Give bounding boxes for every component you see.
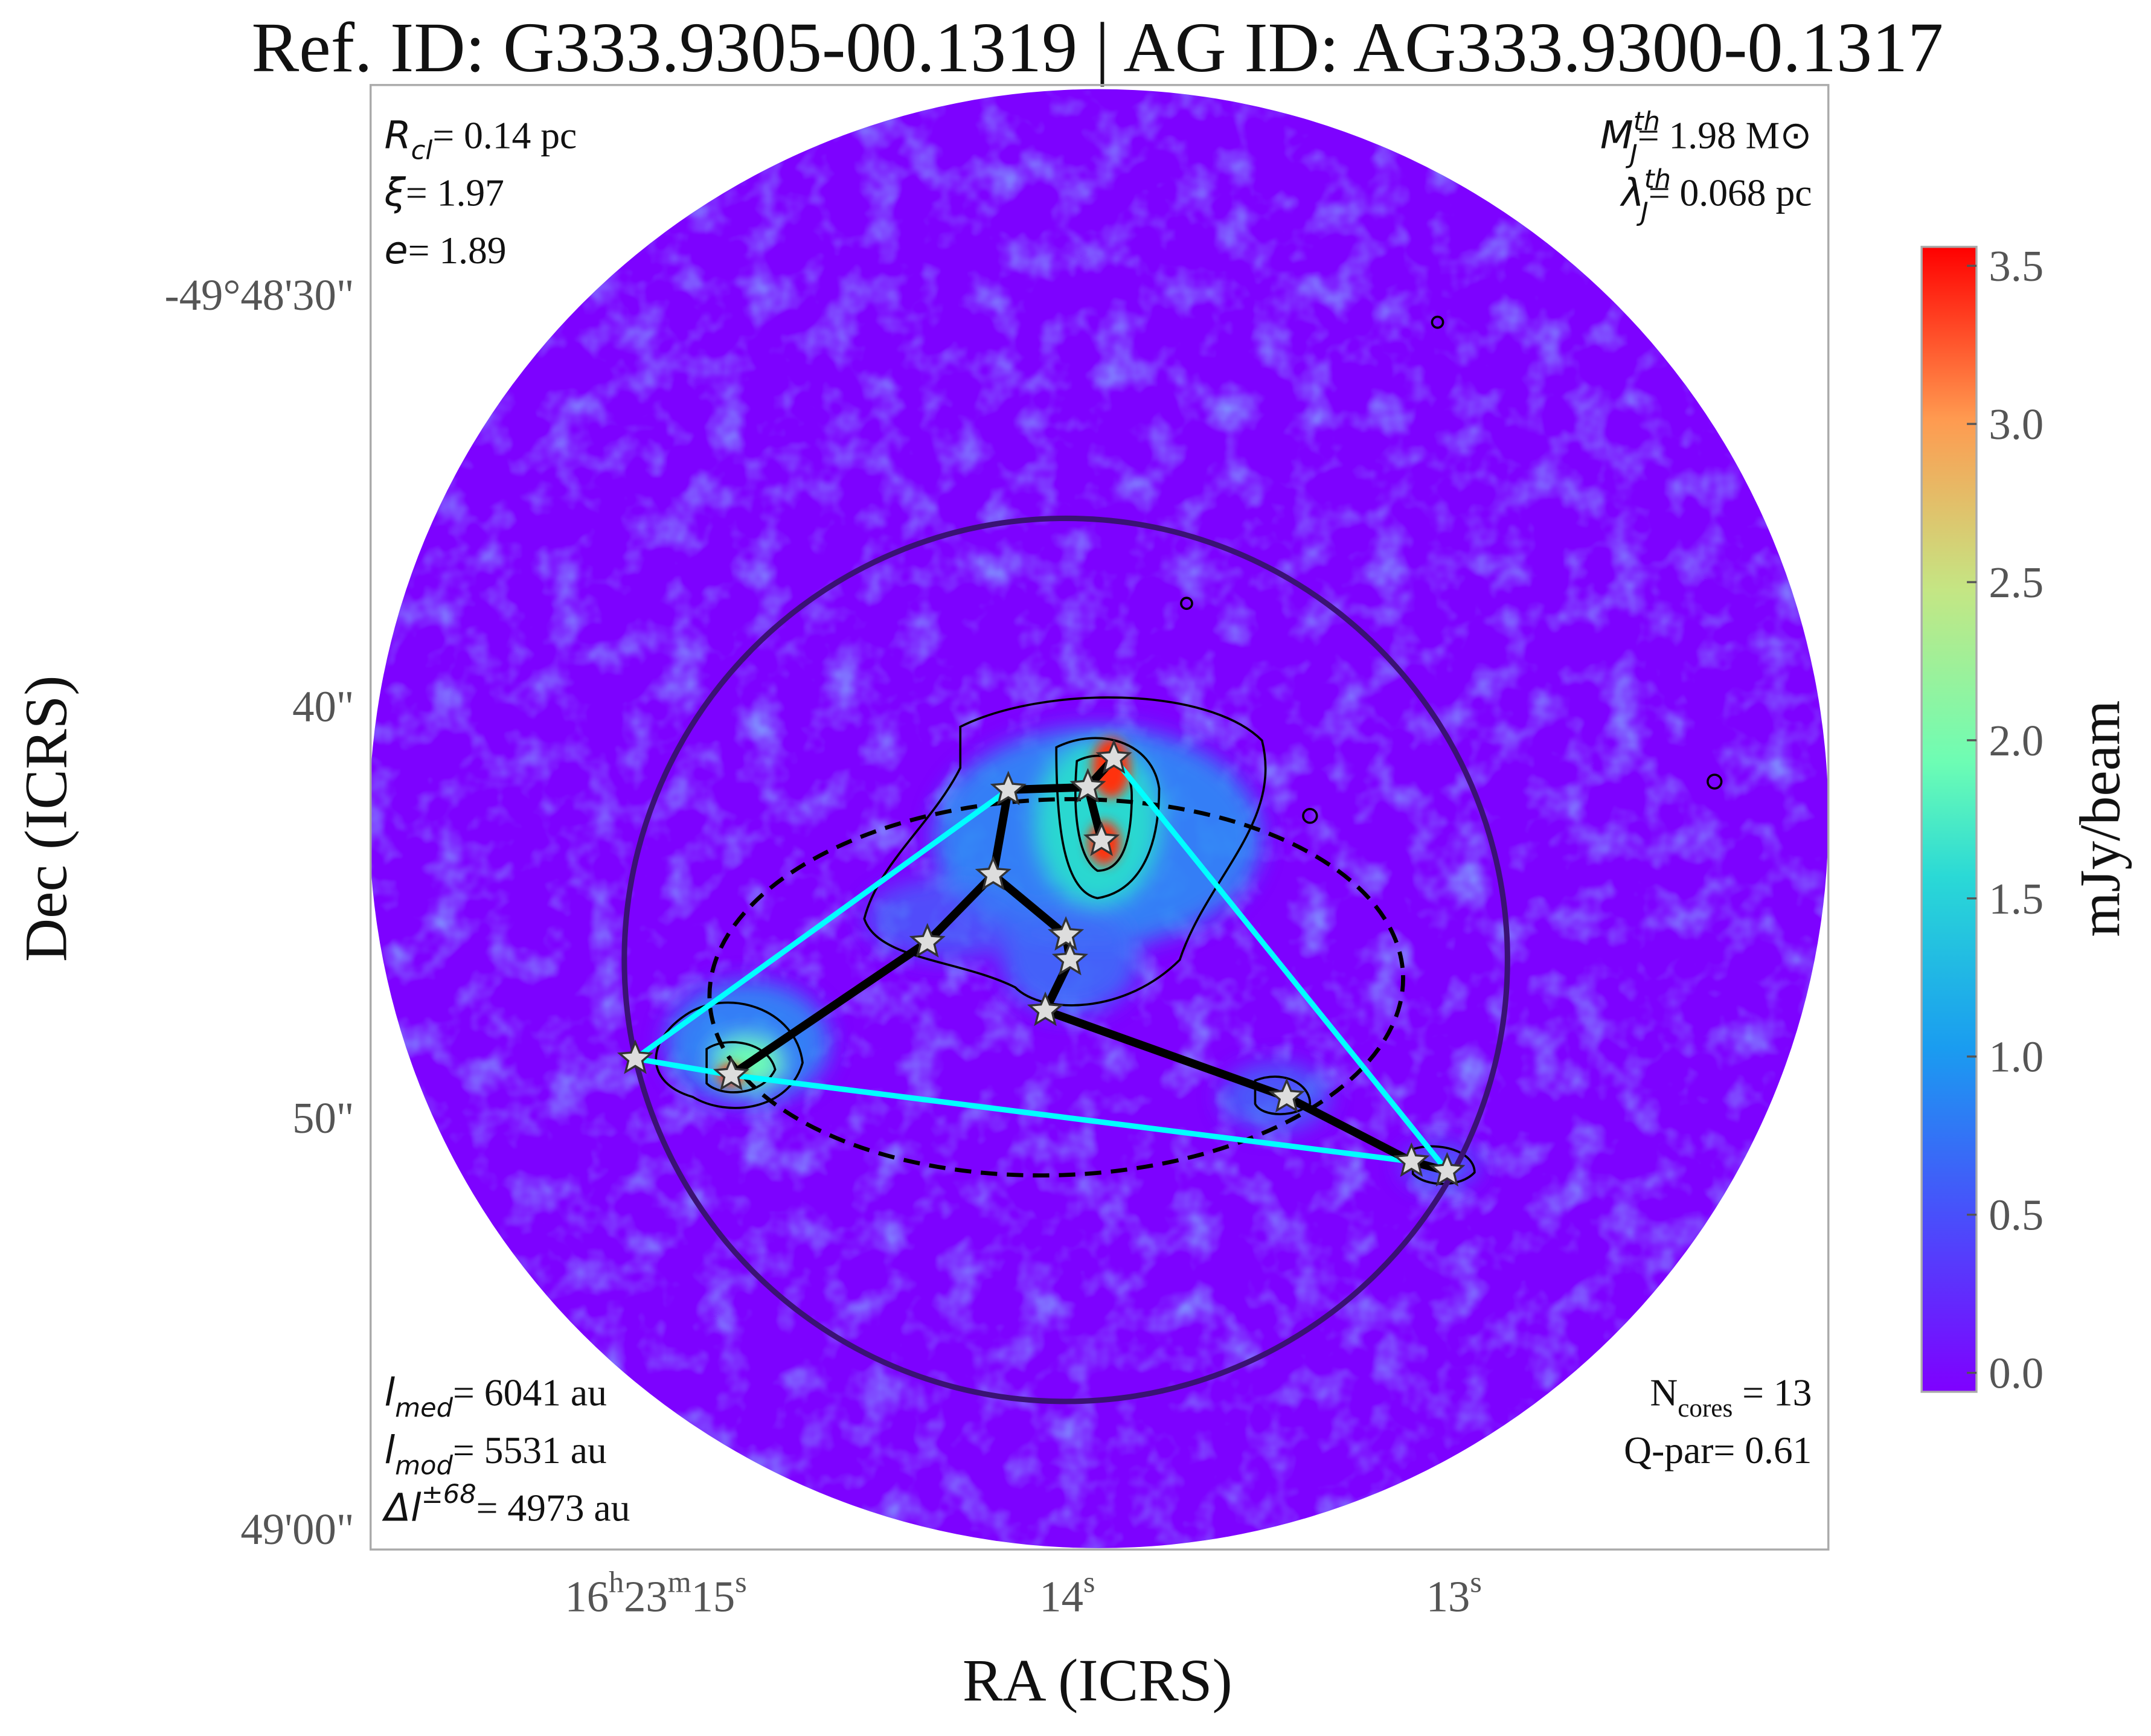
x-tick-part: h [609, 1565, 624, 1599]
annotation: lmed= 6041 au [384, 1370, 606, 1423]
mst-edge [729, 938, 930, 1079]
annotation-symbol: λ [1620, 170, 1644, 215]
core-star [1069, 767, 1106, 803]
annotation-sup: th [1644, 164, 1671, 194]
colorbar: 0.0 0.5 1.0 1.5 2.0 2.5 3.0 3.5 mJy/beam [1920, 242, 2132, 1398]
colorbar-gradient [1920, 246, 1978, 1393]
annotation-symbol: Δl [382, 1485, 421, 1529]
x-tick-part: s [1083, 1565, 1095, 1599]
x-tick-label: 13s [1426, 1565, 1482, 1621]
annotation: Δl±68= 4973 au [382, 1479, 630, 1530]
x-tick-label: 14s [1039, 1565, 1095, 1621]
mst-edge [1008, 783, 1088, 794]
annotation: e= 1.89 [384, 228, 506, 272]
annotation-text: = 4973 au [476, 1486, 630, 1529]
x-tick-part: s [735, 1565, 746, 1599]
colorbar-tick-label: 2.5 [1989, 558, 2044, 607]
annotation-text: = 1.97 [406, 171, 504, 214]
annotation-sup: th [1633, 107, 1660, 137]
plot-frame [370, 84, 1830, 1551]
hull-edge [635, 1055, 732, 1078]
annotation: Rcl= 0.14 pc [384, 112, 577, 165]
core-star [1393, 1142, 1430, 1177]
core-star [1429, 1151, 1466, 1187]
core-star [1048, 916, 1085, 951]
core-star [1095, 739, 1132, 774]
annotation: ξ= 1.97 [383, 170, 504, 215]
y-axis-label: Dec (ICRS) [13, 676, 80, 962]
annotation-text: = 0.61 [1713, 1429, 1812, 1472]
annotation-text: = 1.89 [408, 229, 507, 272]
mst-edge [1043, 1007, 1289, 1101]
colorbar-tick-label: 0.0 [1989, 1349, 2044, 1398]
annotation-sup: ±68 [422, 1479, 476, 1510]
annotation-symbol: l [384, 1370, 395, 1415]
annotation-text: = 13 [1733, 1371, 1812, 1414]
hull-edge [731, 1072, 1412, 1164]
x-axis-label: RA (ICRS) [963, 1647, 1233, 1714]
title: Ref. ID: G333.9305-00.1319 | AG ID: AG33… [252, 8, 1944, 87]
core-star [1027, 991, 1064, 1027]
hull-edge [1112, 756, 1449, 1173]
core-star [617, 1039, 654, 1074]
annotation: Q-par= 0.61 [1624, 1429, 1812, 1472]
annotation-text: = 0.14 pc [432, 114, 577, 156]
fit-ellipse [707, 797, 1405, 1178]
colorbar-tick-label: 3.5 [1989, 242, 2044, 290]
annotation: λth J= 0.068 pc [1620, 164, 1812, 228]
hull-edge [633, 787, 1010, 1061]
annotation-sub: mod [395, 1450, 453, 1481]
colorbar-tick-label: 3.0 [1989, 400, 2044, 449]
y-tick-label: 50" [292, 1094, 354, 1142]
colorbar-label: mJy/beam [2068, 700, 2132, 937]
annotation-sub: cl [411, 135, 433, 165]
colorbar-tick-label: 1.0 [1989, 1033, 2044, 1081]
annotation: Ncores = 13 [1650, 1371, 1812, 1423]
annotation-sub: med [395, 1393, 454, 1423]
x-tick-part: 14 [1039, 1572, 1083, 1621]
x-tick-part: 23 [624, 1572, 668, 1621]
core-star [1051, 941, 1088, 976]
y-tick-label: 49'00" [240, 1505, 354, 1554]
core-graph [617, 739, 1466, 1187]
colorbar-tick-label: 2.0 [1989, 716, 2044, 765]
annotation-sub: cores [1678, 1394, 1733, 1423]
annotation-symbol: Q-par [1624, 1429, 1713, 1472]
core-star [975, 856, 1011, 891]
y-tick-label: -49°48'30" [165, 271, 354, 319]
annotation-text: = 1.98 M⊙ [1638, 114, 1812, 156]
annotation-text: = 6041 au [453, 1371, 607, 1414]
x-tick-part: m [668, 1565, 691, 1599]
annotation-text: = 5531 au [453, 1429, 607, 1472]
annotation: lmod= 5531 au [384, 1427, 606, 1481]
annotation-symbol: l [384, 1427, 395, 1472]
annotation-symbol: N [1650, 1371, 1678, 1414]
core-star [1083, 821, 1120, 856]
core-star [713, 1055, 750, 1091]
colorbar-tick-label: 0.5 [1989, 1191, 2044, 1240]
colorbar-tick-label: 1.5 [1989, 874, 2044, 923]
core-star [909, 923, 946, 958]
annotation-symbol: M [1600, 112, 1633, 157]
annotation: Mth J= 1.98 M⊙ [1600, 107, 1812, 170]
core-star [1268, 1078, 1305, 1113]
x-tick-part: 16 [565, 1572, 609, 1621]
x-tick-label: 16h23m15s [565, 1565, 746, 1621]
mst-edge [924, 872, 996, 945]
x-tick-part: s [1470, 1565, 1481, 1599]
core-star [990, 770, 1027, 806]
mst-edge [990, 871, 1069, 939]
x-tick-part: 15 [691, 1572, 736, 1621]
annotation-symbol: e [384, 228, 408, 272]
mst-edge [989, 789, 1013, 876]
annotation-text: = 0.068 pc [1649, 171, 1812, 214]
map [370, 89, 1829, 1548]
mst-edge [1284, 1093, 1414, 1165]
x-tick-part: 13 [1426, 1572, 1470, 1621]
annotation-symbol: ξ [383, 170, 406, 215]
y-tick-label: 40" [292, 682, 354, 731]
clump-circle [621, 515, 1510, 1404]
annotation-symbol: R [384, 112, 411, 157]
